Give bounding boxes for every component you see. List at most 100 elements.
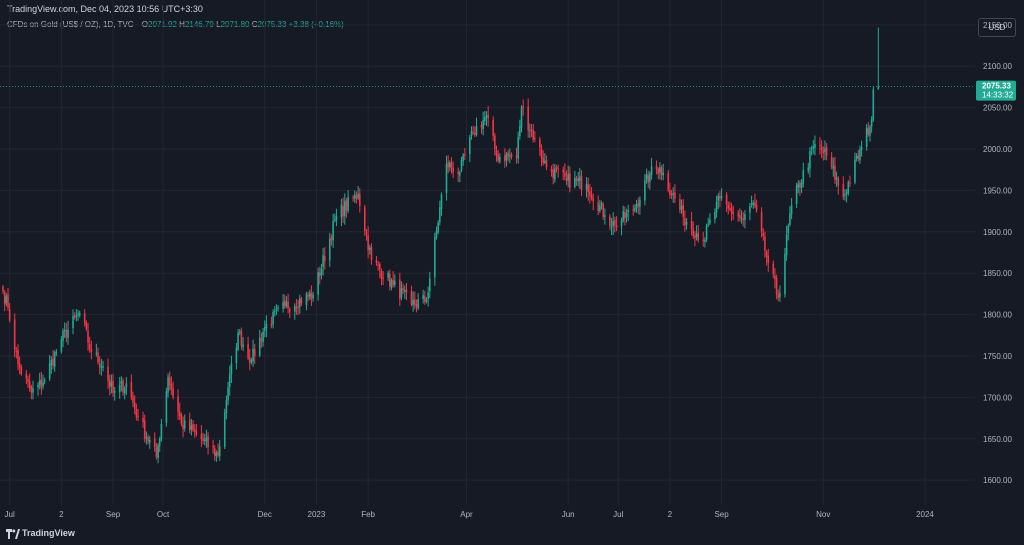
candle-body (632, 209, 635, 211)
candle-body (649, 173, 651, 182)
candle-body (507, 152, 509, 157)
candle-down (532, 123, 534, 143)
candle-up (148, 435, 151, 449)
candle-down (135, 403, 138, 421)
candle-up (353, 190, 356, 203)
candle-body (807, 167, 810, 171)
price-tick-label: 2050.00 (983, 104, 1012, 113)
candle-body (527, 106, 529, 131)
candle-body (40, 379, 43, 388)
time-tick-label: Jul (613, 510, 623, 519)
candle-body (132, 396, 134, 403)
candle-down (380, 268, 383, 286)
candle-body (749, 206, 751, 213)
candle-up (404, 285, 406, 299)
candle-body (237, 332, 239, 350)
candle-body (569, 173, 571, 189)
candle-up (145, 431, 148, 445)
candle-body (7, 294, 9, 308)
candle-body (394, 280, 396, 285)
candle-body (8, 309, 11, 321)
candle-down (240, 327, 243, 350)
currency-button[interactable]: USD (978, 18, 1016, 37)
candle-body (378, 263, 381, 270)
candle-body (494, 135, 496, 150)
candle-down (90, 340, 93, 360)
candle-up (749, 202, 751, 221)
candle-up (872, 86, 875, 122)
candle-down (819, 137, 821, 155)
candle-body (28, 381, 31, 389)
candle-body (27, 378, 29, 382)
candle-up (599, 200, 601, 213)
candle-body (287, 301, 289, 309)
candle-down (614, 216, 616, 233)
candle-up (293, 303, 296, 320)
candle-body (474, 133, 476, 135)
candle-up (620, 217, 623, 236)
candle-body (830, 156, 833, 168)
candle-body (429, 278, 431, 292)
candle-body (322, 255, 324, 267)
candle-body (17, 349, 19, 365)
candle-body (497, 154, 499, 161)
candle-body (368, 247, 371, 250)
candle-body (15, 351, 18, 353)
candle-body (644, 180, 646, 201)
candle-up (332, 213, 334, 248)
candle-down (83, 309, 86, 327)
candle-down (580, 170, 583, 196)
candle-up (67, 320, 69, 345)
candle-down (363, 204, 366, 236)
candle-down (545, 155, 548, 171)
candle-body (775, 277, 778, 295)
candle-body (459, 172, 461, 176)
candle-up (55, 348, 58, 357)
candle-body (77, 314, 79, 316)
candle-down (457, 167, 459, 182)
candle-body (634, 208, 636, 211)
candle-up (357, 185, 359, 200)
candle-body (529, 130, 531, 132)
candle-down (330, 234, 333, 246)
time-tick-label: Sep (106, 510, 121, 519)
candle-up (183, 414, 186, 432)
candle-up (333, 213, 336, 223)
candle-down (540, 144, 543, 167)
candle-up (554, 163, 556, 183)
candle-down (515, 147, 518, 164)
candle-down (25, 370, 28, 385)
candle-body (469, 136, 471, 155)
candle-up (203, 433, 206, 446)
candle-body (275, 309, 278, 311)
candle-down (30, 384, 33, 400)
candle-up (427, 286, 429, 307)
candle-body (872, 89, 875, 120)
candle-up (37, 382, 39, 396)
candle-up (439, 200, 441, 226)
candle-body (424, 296, 426, 302)
candle-down (7, 287, 9, 311)
candle-body (779, 292, 781, 298)
candle-body (48, 363, 51, 379)
candle-body (645, 174, 648, 180)
candle-body (627, 210, 630, 213)
candle-body (730, 207, 733, 214)
candle-down (507, 150, 509, 162)
candle-body (387, 272, 389, 278)
candle-up (225, 395, 228, 420)
candle-body (392, 280, 394, 285)
candle-up (42, 374, 44, 390)
candle-body (519, 126, 521, 137)
candle-up (157, 443, 159, 464)
candle-down (295, 299, 298, 315)
candle-down (682, 199, 685, 226)
candle-down (20, 364, 23, 376)
candle-body (579, 176, 581, 181)
candle-up (265, 315, 268, 338)
candle-body (180, 414, 183, 424)
candle-body (447, 162, 449, 168)
time-tick-label: Dec (258, 510, 272, 519)
candle-body (755, 204, 758, 211)
